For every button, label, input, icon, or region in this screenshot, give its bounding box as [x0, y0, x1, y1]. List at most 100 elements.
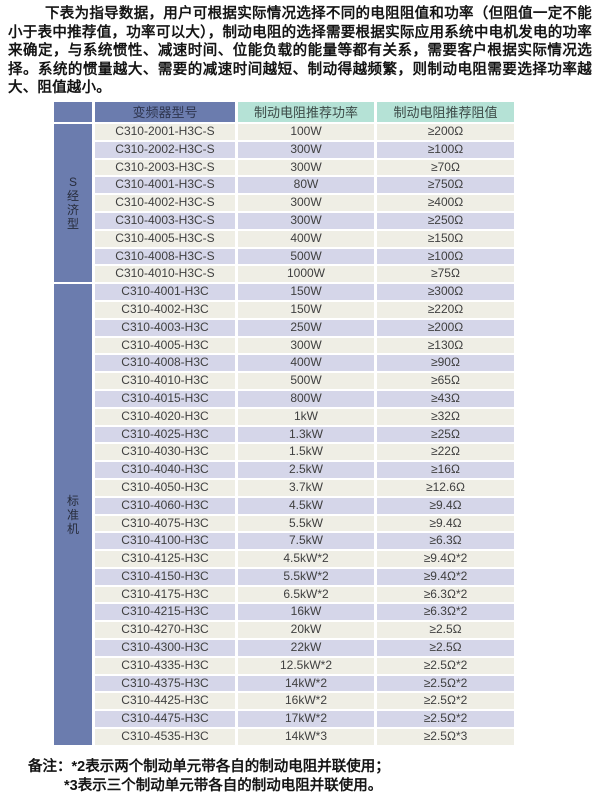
model-cell: C310-4150-H3C	[95, 568, 235, 585]
table-row: C310-4005-H3C-S 400W ≥150Ω	[54, 230, 514, 247]
resistance-cell: ≥43Ω	[377, 390, 514, 407]
resistance-cell: ≥32Ω	[377, 408, 514, 425]
model-cell: C310-4535-H3C	[95, 729, 235, 745]
model-cell: C310-4003-H3C-S	[95, 212, 235, 229]
power-cell: 300W	[238, 141, 374, 158]
table-row: C310-4300-H3C 22kW ≥2.5Ω	[54, 640, 514, 656]
resistance-cell: ≥400Ω	[377, 195, 514, 211]
footnote-line: *3表示三个制动单元带各自的制动电阻并联使用。	[64, 778, 383, 795]
resistance-cell: ≥9.4Ω*2	[377, 551, 514, 567]
table-row: C310-4060-H3C 4.5kW ≥9.4Ω	[54, 497, 514, 514]
model-cell: C310-4025-H3C	[95, 426, 235, 443]
resistance-cell: ≥2.5Ω	[377, 622, 514, 639]
power-cell: 16kW	[238, 604, 374, 621]
table-row: C310-4075-H3C 5.5kW ≥9.4Ω	[54, 515, 514, 532]
table-row: C310-4020-H3C 1kW ≥32Ω	[54, 408, 514, 425]
table-row: C310-4003-H3C-S 300W ≥250Ω	[54, 212, 514, 229]
table-row: C310-4005-H3C 300W ≥130Ω	[54, 337, 514, 354]
power-cell: 3.7kW	[238, 479, 374, 496]
resistance-cell: ≥6.3Ω*2	[377, 586, 514, 603]
model-cell: C310-4335-H3C	[95, 657, 235, 674]
header-power: 制动电阻推荐功率	[238, 101, 374, 122]
power-cell: 800W	[238, 390, 374, 407]
table-row: C310-4001-H3C-S 80W ≥750Ω	[54, 177, 514, 194]
resistance-cell: ≥200Ω	[377, 319, 514, 336]
table-row: C310-4425-H3C 16kW*2 ≥2.5Ω*2	[54, 693, 514, 710]
power-cell: 2.5kW	[238, 462, 374, 478]
power-cell: 1000W	[238, 266, 374, 283]
resistance-cell: ≥6.3Ω*2	[377, 604, 514, 621]
model-cell: C310-4003-H3C	[95, 319, 235, 336]
resistance-cell: ≥750Ω	[377, 177, 514, 194]
table-row: C310-4030-H3C 1.5kW ≥22Ω	[54, 444, 514, 461]
resistance-cell: ≥2.5Ω*2	[377, 675, 514, 692]
table-row: C310-4215-H3C 16kW ≥6.3Ω*2	[54, 604, 514, 621]
table-row: C310-4040-H3C 2.5kW ≥16Ω	[54, 462, 514, 478]
footnote-label: 备注：	[28, 758, 72, 775]
table-row: C310-4002-H3C-S 300W ≥400Ω	[54, 195, 514, 211]
table-row: C310-4375-H3C 14kW*2 ≥2.5Ω*2	[54, 675, 514, 692]
model-cell: C310-4060-H3C	[95, 497, 235, 514]
power-cell: 7.5kW	[238, 533, 374, 550]
table-body: S 经济型 C310-2001-H3C-S 100W ≥200Ω C310-2002-H3…	[54, 123, 514, 745]
table-row: C310-4050-H3C 3.7kW ≥12.6Ω	[54, 479, 514, 496]
resistance-cell: ≥22Ω	[377, 444, 514, 461]
model-cell: C310-4002-H3C-S	[95, 195, 235, 211]
model-cell: C310-4300-H3C	[95, 640, 235, 656]
resistance-cell: ≥200Ω	[377, 123, 514, 140]
power-cell: 400W	[238, 355, 374, 372]
table-row: C310-2003-H3C-S 300W ≥70Ω	[54, 159, 514, 176]
resistance-cell: ≥2.5Ω*2	[377, 711, 514, 728]
power-cell: 6.5kW*2	[238, 586, 374, 603]
power-cell: 1.5kW	[238, 444, 374, 461]
header-resistance: 制动电阻推荐阻值	[377, 101, 514, 122]
power-cell: 14kW*3	[238, 729, 374, 745]
resistance-cell: ≥2.5Ω*2	[377, 657, 514, 674]
resistance-cell: ≥70Ω	[377, 159, 514, 176]
power-cell: 12.5kW*2	[238, 657, 374, 674]
resistance-cell: ≥100Ω	[377, 248, 514, 265]
model-cell: C310-4100-H3C	[95, 533, 235, 550]
model-cell: C310-2002-H3C-S	[95, 141, 235, 158]
model-cell: C310-4001-H3C	[95, 284, 235, 300]
model-cell: C310-2003-H3C-S	[95, 159, 235, 176]
resistance-cell: ≥65Ω	[377, 373, 514, 389]
resistance-cell: ≥150Ω	[377, 230, 514, 247]
model-cell: C310-4270-H3C	[95, 622, 235, 639]
table-row: 标准机 C310-4001-H3C 150W ≥300Ω	[54, 284, 514, 745]
header-model: 变频器型号	[95, 101, 235, 122]
model-cell: C310-2001-H3C-S	[95, 123, 235, 140]
resistance-cell: ≥6.3Ω	[377, 533, 514, 550]
power-cell: 500W	[238, 248, 374, 265]
power-cell: 100W	[238, 123, 374, 140]
table-row: C310-4010-H3C 500W ≥65Ω	[54, 373, 514, 389]
table-row: C310-4010-H3C-S 1000W ≥75Ω	[54, 266, 514, 283]
model-cell: C310-4010-H3C-S	[95, 266, 235, 283]
table-row: C310-4015-H3C 800W ≥43Ω	[54, 390, 514, 407]
resistance-cell: ≥25Ω	[377, 426, 514, 443]
model-cell: C310-4005-H3C-S	[95, 230, 235, 247]
table-row: C310-4150-H3C 5.5kW*2 ≥9.4Ω*2	[54, 568, 514, 585]
resistance-cell: ≥2.5Ω*3	[377, 729, 514, 745]
table-row: C310-4535-H3C 14kW*3 ≥2.5Ω*3	[54, 729, 514, 745]
group-label: 标准机	[54, 284, 92, 745]
intro-paragraph: 下表为指导数据，用户可根据实际情况选择不同的电阻阻值和功率（但阻值一定不能小于表…	[8, 6, 592, 97]
table-row: C310-4008-H3C 400W ≥90Ω	[54, 355, 514, 372]
model-cell: C310-4475-H3C	[95, 711, 235, 728]
power-cell: 250W	[238, 319, 374, 336]
model-cell: C310-4215-H3C	[95, 604, 235, 621]
footnote-text: *2表示两个制动单元带各自的制动电阻并联使用；	[71, 758, 390, 775]
table-row: C310-4270-H3C 20kW ≥2.5Ω	[54, 622, 514, 639]
model-cell: C310-4030-H3C	[95, 444, 235, 461]
power-cell: 80W	[238, 177, 374, 194]
resistance-cell: ≥9.4Ω	[377, 515, 514, 532]
model-cell: C310-4008-H3C	[95, 355, 235, 372]
model-cell: C310-4002-H3C	[95, 301, 235, 318]
table-row: C310-4475-H3C 17kW*2 ≥2.5Ω*2	[54, 711, 514, 728]
table-header: 变频器型号 制动电阻推荐功率 制动电阻推荐阻值	[54, 101, 514, 122]
power-cell: 300W	[238, 212, 374, 229]
table-row: C310-2002-H3C-S 300W ≥100Ω	[54, 141, 514, 158]
table-row: C310-4100-H3C 7.5kW ≥6.3Ω	[54, 533, 514, 550]
power-cell: 300W	[238, 159, 374, 176]
